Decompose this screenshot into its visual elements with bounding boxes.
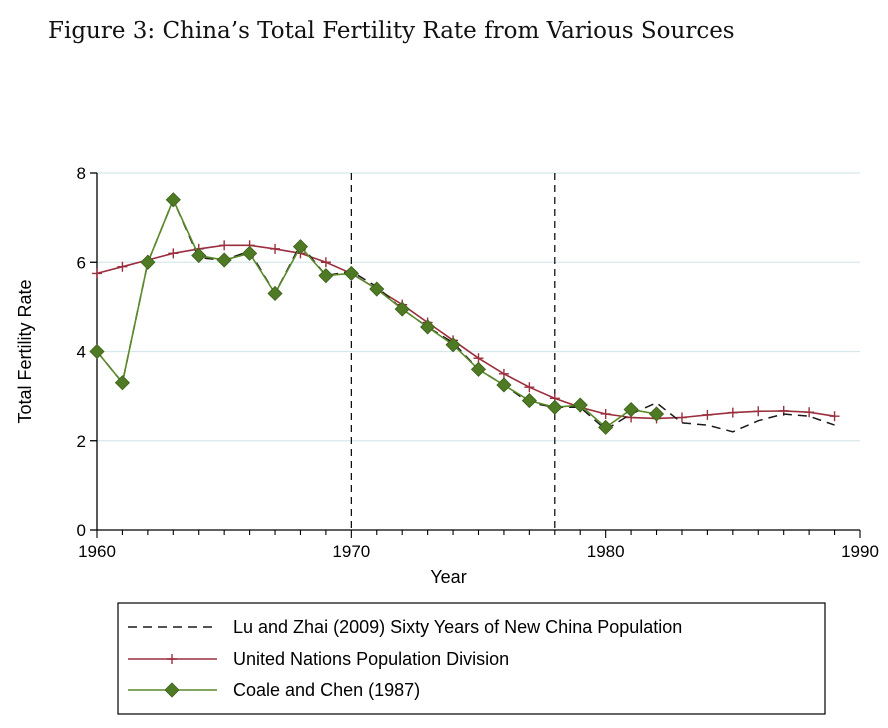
data-point [140,254,156,270]
legend: Lu and Zhai (2009) Sixty Years of New Ch… [117,602,826,715]
x-tick-label: 1980 [587,542,625,561]
y-tick-label: 2 [77,432,86,451]
data-point [702,409,713,420]
data-point [267,285,283,302]
y-tick-label: 0 [77,521,86,540]
data-point [117,261,128,272]
data-point [191,247,207,264]
x-tick-label: 1990 [841,542,879,561]
data-point [165,192,181,208]
data-point [600,408,611,419]
data-point [598,419,614,435]
data-point [524,382,535,393]
x-tick-label: 1960 [78,542,116,561]
data-point [804,407,815,418]
x-axis-title: Year [430,567,466,587]
data-point [445,337,461,353]
series-2 [89,192,665,435]
grid-lines [97,172,860,442]
legend-label: Lu and Zhai (2009) Sixty Years of New Ch… [233,617,682,637]
data-point [473,353,484,364]
data-point [92,268,102,279]
data-point [343,265,359,281]
data-point [292,239,309,255]
legend-box [117,602,826,715]
series-line [96,244,835,420]
data-point [320,257,331,268]
series-0 [96,197,835,433]
axes: 0 2 4 6 8 1960 1970 1980 1990 [77,164,879,561]
data-point [753,406,764,417]
legend-label: Coale and Chen (1987) [233,680,420,700]
data-point [394,301,410,317]
legend-swatch-marker [167,654,177,664]
data-point [648,406,665,422]
series-layer [89,192,840,435]
data-point [470,361,487,377]
y-tick-label: 8 [77,164,86,183]
legend-label: United Nations Population Division [233,649,509,669]
data-point [547,399,563,415]
data-point [727,407,738,418]
figure-title: Figure 3: China’s Total Fertility Rate f… [48,18,735,44]
data-point [420,319,436,335]
series-1 [92,240,840,424]
y-axis-title: Total Fertility Rate [15,279,35,423]
series-line [96,197,657,429]
data-point [829,411,840,422]
data-point [496,377,512,393]
data-point [318,268,334,284]
data-point [89,343,105,360]
data-point [369,281,385,297]
data-point [498,368,509,379]
data-point [114,375,130,391]
data-point [168,248,179,259]
legend-swatch-marker [164,682,180,698]
x-tick-label: 1970 [332,542,370,561]
y-tick-label: 4 [77,343,86,362]
data-point [521,393,537,409]
data-point [623,401,639,418]
data-point [270,243,281,254]
data-point [219,240,230,251]
data-point [216,252,232,268]
data-point [242,245,258,261]
series-line [96,197,835,433]
y-tick-label: 6 [77,253,86,272]
data-point [676,412,687,423]
data-point [572,397,588,413]
